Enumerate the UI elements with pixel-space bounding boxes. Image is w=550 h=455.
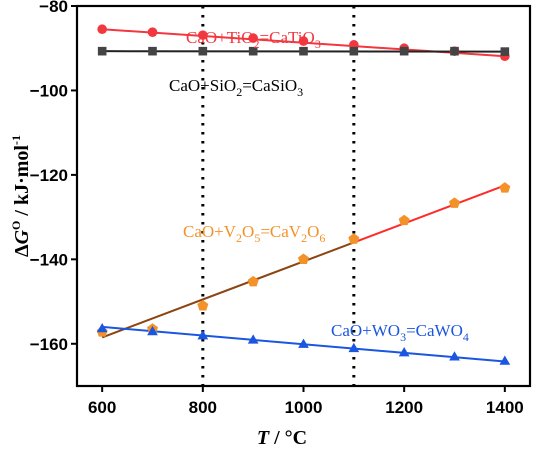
data-point-s2-5 — [348, 233, 360, 244]
series-label-cawo4: CaO+WO3=CaWO4 — [331, 321, 469, 344]
data-point-s1-6 — [399, 46, 409, 56]
x-axis-unit: / °C — [269, 427, 307, 449]
data-point-s0-4 — [298, 36, 309, 46]
x-tick-label: 1400 — [486, 398, 524, 417]
series-label-part: O — [242, 222, 254, 241]
data-point-s0-1 — [147, 27, 158, 37]
series-label-part: 4 — [463, 330, 469, 344]
data-point-s3-5 — [348, 342, 360, 353]
y-tick-label: −80 — [39, 0, 68, 16]
fit-lines — [101, 28, 506, 363]
fit-line-2 — [101, 242, 353, 339]
series-label-part: =CaV — [260, 222, 301, 241]
data-point-s1-5 — [349, 46, 359, 56]
x-tick-label: 1000 — [285, 398, 323, 417]
x-tick-label: 600 — [88, 398, 116, 417]
data-point-s0-0 — [97, 24, 107, 35]
data-point-s1-7 — [450, 46, 459, 56]
series-label-part: 3 — [297, 85, 303, 99]
data-point-s3-0 — [96, 322, 108, 333]
series-label-part: 2 — [236, 231, 242, 245]
data-point-s2-3 — [247, 275, 259, 287]
series-label-part: 2 — [254, 37, 260, 51]
data-point-s3-4 — [298, 338, 309, 348]
series-label-cav2o6: CaO+V2O5=CaV2O6 — [183, 222, 325, 245]
data-point-s3-7 — [449, 351, 460, 361]
series-label-part: CaO+WO — [331, 321, 400, 340]
series-label-part: CaO+V — [183, 222, 237, 241]
y-axis-var: G — [11, 229, 33, 244]
series-label-part: 3 — [400, 330, 406, 344]
series-label-part: O — [307, 222, 319, 241]
data-point-s0-3 — [248, 33, 258, 43]
y-axis-unit-sup: -1 — [9, 135, 23, 145]
data-point-s0-2 — [198, 30, 208, 40]
y-axis-title: ΔGO / kJ·mol-1 — [9, 135, 33, 257]
data-point-s3-8 — [499, 355, 511, 365]
x-axis-var: T — [257, 427, 270, 449]
data-point-s2-6 — [398, 214, 410, 226]
data-point-s2-7 — [448, 197, 461, 208]
data-point-s1-0 — [97, 46, 107, 56]
data-point-s3-2 — [197, 330, 209, 340]
series-label-part: 3 — [315, 37, 321, 51]
series-label-part: 2 — [301, 231, 307, 245]
x-tick-label: 1200 — [385, 398, 423, 417]
y-axis-sup: O — [9, 221, 23, 230]
y-axis-unit: / kJ·mol — [11, 145, 33, 221]
data-points — [96, 24, 511, 365]
series-label-part: 2 — [236, 85, 242, 99]
data-point-s1-1 — [148, 46, 157, 56]
data-point-s2-2 — [197, 299, 209, 311]
series-label-part: 5 — [254, 231, 260, 245]
x-axis-title: T / °C — [257, 427, 307, 449]
fit-line-2-end — [351, 184, 506, 245]
data-point-s3-6 — [398, 347, 410, 357]
series-label-part: CaO+SiO — [169, 76, 236, 95]
series-label-catio3: CaO+TiO2=CaTiO3 — [186, 28, 321, 51]
y-tick-label: −160 — [30, 335, 68, 354]
data-point-s3-3 — [247, 334, 259, 344]
data-point-s1-8 — [500, 47, 510, 56]
data-point-s1-3 — [248, 46, 258, 56]
y-tick-label: −140 — [30, 250, 68, 269]
data-point-s3-1 — [147, 325, 158, 336]
series-label-part: CaO+TiO — [186, 28, 254, 47]
data-point-s1-4 — [299, 46, 308, 56]
series-label-part: =CaSiO — [242, 76, 297, 95]
series-label-part: =CaWO — [406, 321, 463, 340]
series-label-part: 6 — [319, 231, 325, 245]
series-label-casio3: CaO+SiO2=CaSiO3 — [169, 76, 303, 99]
y-tick-label: −100 — [30, 81, 68, 100]
data-point-s1-2 — [198, 46, 208, 56]
axis-ticks: 600 800 1000 1200 1400 −80 −100 −120 −140 −160 — [30, 0, 524, 417]
series-label-part: =CaTiO — [260, 28, 315, 47]
data-point-s2-4 — [297, 253, 310, 265]
data-point-s2-8 — [499, 182, 511, 193]
y-axis-delta: Δ — [11, 244, 33, 257]
x-tick-label: 800 — [189, 398, 217, 417]
reference-lines — [201, 6, 356, 386]
y-tick-label: −120 — [30, 166, 68, 185]
